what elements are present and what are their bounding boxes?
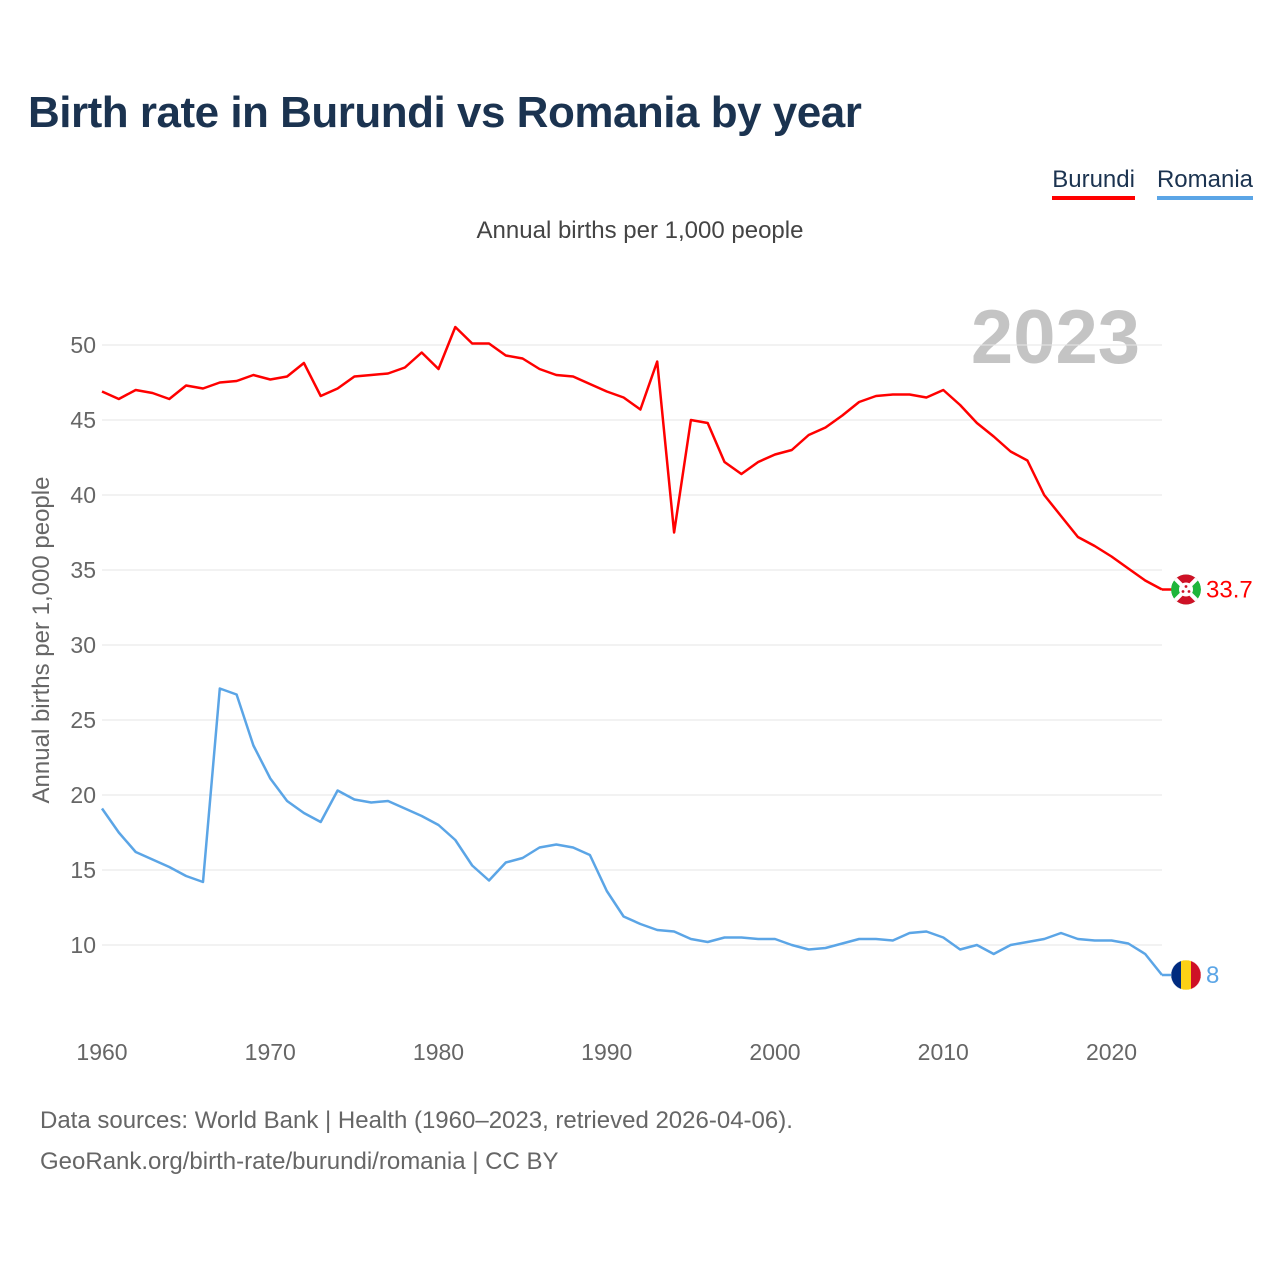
y-tick-label: 30	[70, 632, 96, 658]
y-tick-label: 15	[70, 857, 96, 883]
flag-burundi-icon	[1171, 574, 1201, 605]
flag-romania-icon	[1171, 960, 1201, 990]
year-badge: 2023	[970, 295, 1140, 380]
x-tick-label: 1970	[245, 1039, 296, 1065]
x-tick-label: 1990	[581, 1039, 632, 1065]
data-sources-note: Data sources: World Bank | Health (1960–…	[40, 1107, 793, 1134]
x-tick-label: 2000	[749, 1039, 800, 1065]
x-tick-label: 2010	[918, 1039, 969, 1065]
legend-item-romania[interactable]: Romania	[1156, 166, 1253, 200]
end-value-label-burundi: 33.7	[1206, 577, 1253, 604]
end-value-label-romania: 8	[1206, 962, 1219, 989]
y-tick-label: 20	[70, 782, 96, 808]
legend-item-burundi[interactable]: Burundi	[1052, 166, 1135, 200]
legend: Burundi Romania	[1052, 166, 1253, 200]
series-line-romania	[100, 687, 1163, 976]
y-tick-label: 25	[70, 707, 96, 733]
x-tick-label: 1980	[413, 1039, 464, 1065]
credit-link[interactable]: GeoRank.org/birth-rate/burundi/romania |…	[40, 1148, 559, 1175]
y-tick-label: 50	[70, 332, 96, 358]
series-line-burundi	[101, 325, 1163, 591]
x-tick-label: 1960	[76, 1039, 127, 1065]
y-tick-label: 35	[70, 557, 96, 583]
x-tick-label: 2020	[1086, 1039, 1137, 1065]
y-tick-label: 40	[70, 482, 96, 508]
y-tick-label: 10	[70, 932, 96, 958]
y-tick-label: 45	[70, 407, 96, 433]
chart-subtitle: Annual births per 1,000 people	[476, 217, 804, 244]
chart-title: Birth rate in Burundi vs Romania by year	[28, 88, 862, 137]
